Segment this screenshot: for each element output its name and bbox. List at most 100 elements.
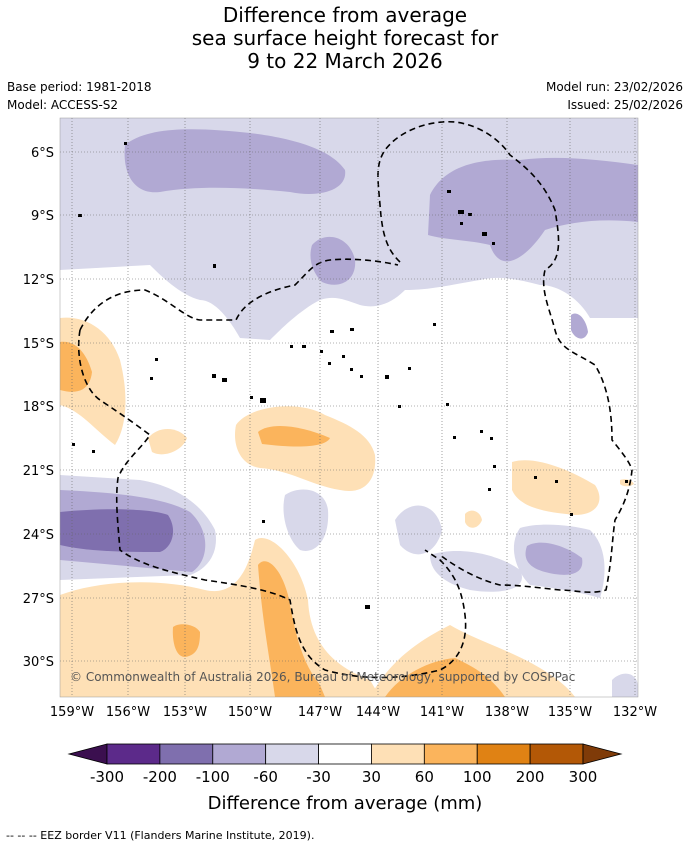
lat-label: 18°S (23, 400, 54, 415)
island (433, 323, 436, 326)
anomaly-light-orange-patch (148, 428, 187, 455)
island (460, 222, 463, 225)
lon-label: 159°W (50, 705, 94, 720)
anomaly-light-purple-band (430, 550, 522, 592)
anomaly-orange-west (60, 341, 92, 392)
colorbar-tick-label: -30 (306, 768, 331, 786)
island (330, 330, 334, 333)
island (480, 430, 483, 433)
lat-label: 27°S (23, 592, 54, 607)
colorbar-max-extension (582, 743, 623, 765)
lat-label: 9°S (31, 209, 54, 224)
colorbar-tick-label: 100 (463, 768, 492, 786)
anomaly-light-purple-corner (612, 673, 638, 697)
map-frame (59, 117, 639, 698)
island (447, 190, 451, 193)
base-period: Base period: 1981-2018 (7, 80, 152, 94)
island (290, 345, 293, 348)
island (365, 605, 370, 609)
anomaly-medium-purple-small (571, 313, 588, 339)
eez-border-cook-islands (79, 258, 399, 331)
island (446, 403, 449, 406)
lon-label: 147°W (298, 705, 342, 720)
island (213, 264, 216, 268)
lon-label: 132°W (613, 705, 657, 720)
lat-label: 15°S (23, 337, 54, 352)
lon-label: 135°W (548, 705, 592, 720)
island (458, 210, 464, 214)
colorbar-tick-label: 200 (516, 768, 545, 786)
island (72, 443, 75, 446)
anomaly-medium-purple-mid (310, 236, 356, 285)
island (468, 213, 472, 216)
meta-left: Base period: 1981-2018 Model: ACCESS-S2 (7, 78, 152, 114)
eez-border-west-loop (77, 329, 467, 679)
longitude-labels: 159°W 156°W 153°W 150°W 147°W 144°W 141°W 138°W… (50, 705, 657, 720)
anomaly-orange-small (172, 624, 200, 657)
latitude-labels: 6°S 9°S 12°S 15°S 18°S 21°S 24°S 27°S 30°S (23, 146, 54, 670)
colorbar-segment (371, 743, 425, 765)
eez-footnote: -- -- -- EEZ border V11 (Flanders Marine… (6, 829, 315, 842)
model-name: Model: ACCESS-S2 (7, 98, 119, 112)
title-line-2: sea surface height forecast for (191, 26, 499, 50)
island (150, 377, 153, 380)
lon-label: 138°W (485, 705, 529, 720)
island (78, 214, 82, 217)
chart-title: Difference from average sea surface heig… (0, 4, 690, 73)
island (490, 437, 493, 440)
anomaly-light-orange-mid (235, 406, 376, 491)
meta-right: Model run: 23/02/2026 Issued: 25/02/2026 (546, 78, 683, 114)
colorbar-title: Difference from average (mm) (208, 793, 483, 814)
island (493, 465, 496, 468)
title-line-3: 9 to 22 March 2026 (247, 49, 443, 73)
island (302, 345, 306, 348)
issued-date: Issued: 25/02/2026 (567, 98, 683, 112)
island (155, 358, 158, 361)
colorbar: -300 -200 -100 -60 -30 30 60 100 200 300 (67, 743, 623, 786)
lat-label: 6°S (31, 146, 54, 161)
islands (72, 142, 628, 609)
anomaly-dark-purple-south (60, 509, 174, 552)
island (350, 368, 353, 371)
island (124, 142, 127, 145)
island (492, 242, 495, 245)
lat-label: 12°S (23, 273, 54, 288)
island (408, 367, 411, 370)
anomaly-orange-southeast (385, 658, 505, 697)
lon-label: 144°W (356, 705, 400, 720)
island (222, 378, 227, 382)
island (385, 375, 389, 379)
island (360, 375, 363, 378)
anomaly-light-orange-east (512, 460, 600, 515)
island (534, 476, 537, 479)
colorbar-segment (106, 743, 161, 765)
colorbar-segment (476, 743, 531, 765)
anomaly-light-purple-south-mid (395, 505, 442, 555)
lon-label: 153°W (163, 705, 207, 720)
colorbar-segment (318, 743, 372, 765)
island (350, 328, 354, 331)
island (92, 450, 95, 453)
lon-label: 141°W (420, 705, 464, 720)
anomaly-orange-south (258, 561, 325, 697)
colorbar-tick-label: -100 (196, 768, 230, 786)
colorbar-tick-label: -60 (253, 768, 278, 786)
colorbar-tick-label: 30 (362, 768, 381, 786)
colorbar-tick-label: 300 (569, 768, 598, 786)
eez-border (77, 120, 633, 679)
island (482, 232, 487, 236)
lat-label: 30°S (23, 655, 54, 670)
anomaly-medium-purple-north (124, 129, 346, 194)
island (625, 480, 628, 483)
island (260, 398, 266, 403)
copyright-notice: © Commonwealth of Australia 2026, Bureau… (70, 670, 575, 684)
island (398, 405, 401, 408)
anomaly-field (60, 118, 638, 697)
island (320, 350, 323, 353)
colorbar-segment (423, 743, 478, 765)
lon-label: 150°W (228, 705, 272, 720)
colorbar-tick-label: -200 (143, 768, 177, 786)
title-line-1: Difference from average (222, 3, 468, 27)
eez-border-east-loop (377, 120, 633, 593)
